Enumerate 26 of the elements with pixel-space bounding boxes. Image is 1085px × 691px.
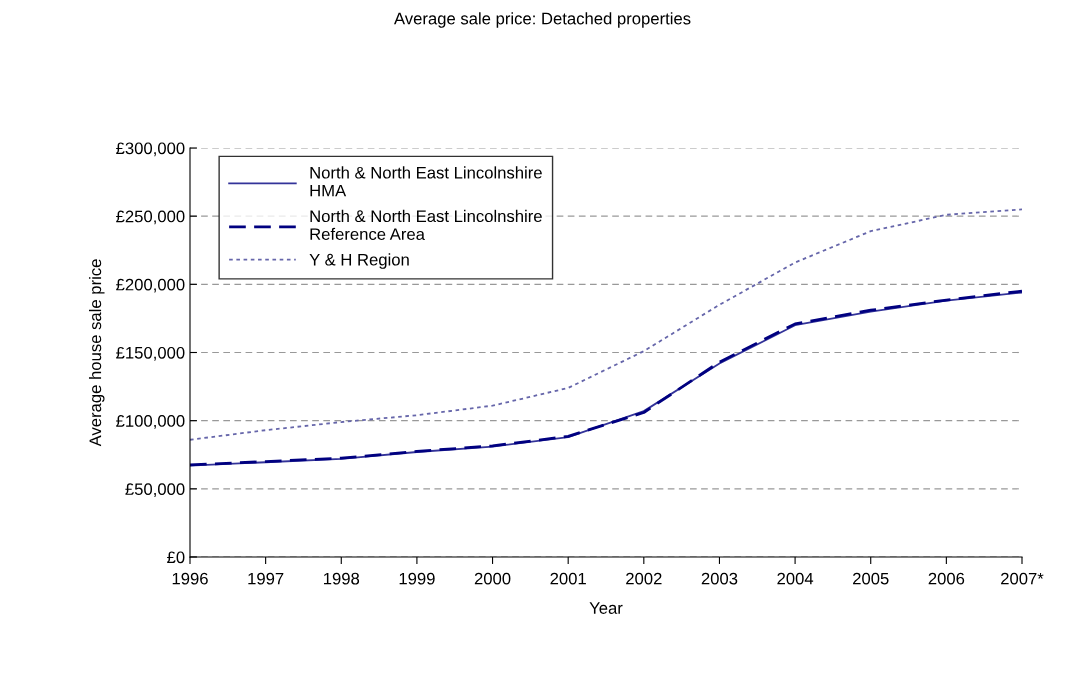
x-tick-label: 2005 xyxy=(853,572,889,585)
x-tick-label: 2003 xyxy=(701,572,738,585)
x-tick-label: 1997 xyxy=(248,572,284,585)
legend-label: North & North East Lincolnshire HMA xyxy=(310,166,542,197)
y-tick-label: £200,000 xyxy=(116,278,185,293)
x-tick-label: 2002 xyxy=(626,572,662,585)
y-tick-label: £50,000 xyxy=(125,483,185,498)
x-tick-label: 2001 xyxy=(550,572,586,585)
x-axis-title: Year xyxy=(589,602,623,614)
y-tick-label: £0 xyxy=(167,551,185,564)
legend-label: Y & H Region xyxy=(309,253,409,269)
x-tick-label: 2006 xyxy=(928,572,965,585)
x-tick-label: 2004 xyxy=(777,572,814,585)
y-tick-label: £100,000 xyxy=(116,415,185,429)
y-tick-label: £150,000 xyxy=(116,346,185,361)
x-tick-label: 1999 xyxy=(399,572,435,585)
y-tick-label: £250,000 xyxy=(116,210,185,225)
y-tick-label: £300,000 xyxy=(116,142,185,157)
x-tick-label: 2007* xyxy=(1001,572,1044,585)
x-tick-label: 1998 xyxy=(324,572,360,585)
y-axis-title: Average house sale price xyxy=(88,259,105,447)
x-tick-label: 1996 xyxy=(172,572,208,585)
x-tick-label: 2000 xyxy=(474,572,511,585)
chart-title: Average sale price: Detached properties xyxy=(394,12,691,28)
line-series xyxy=(190,208,1022,441)
legend-label: North & North East Lincolnshire Reference Area xyxy=(310,209,542,241)
